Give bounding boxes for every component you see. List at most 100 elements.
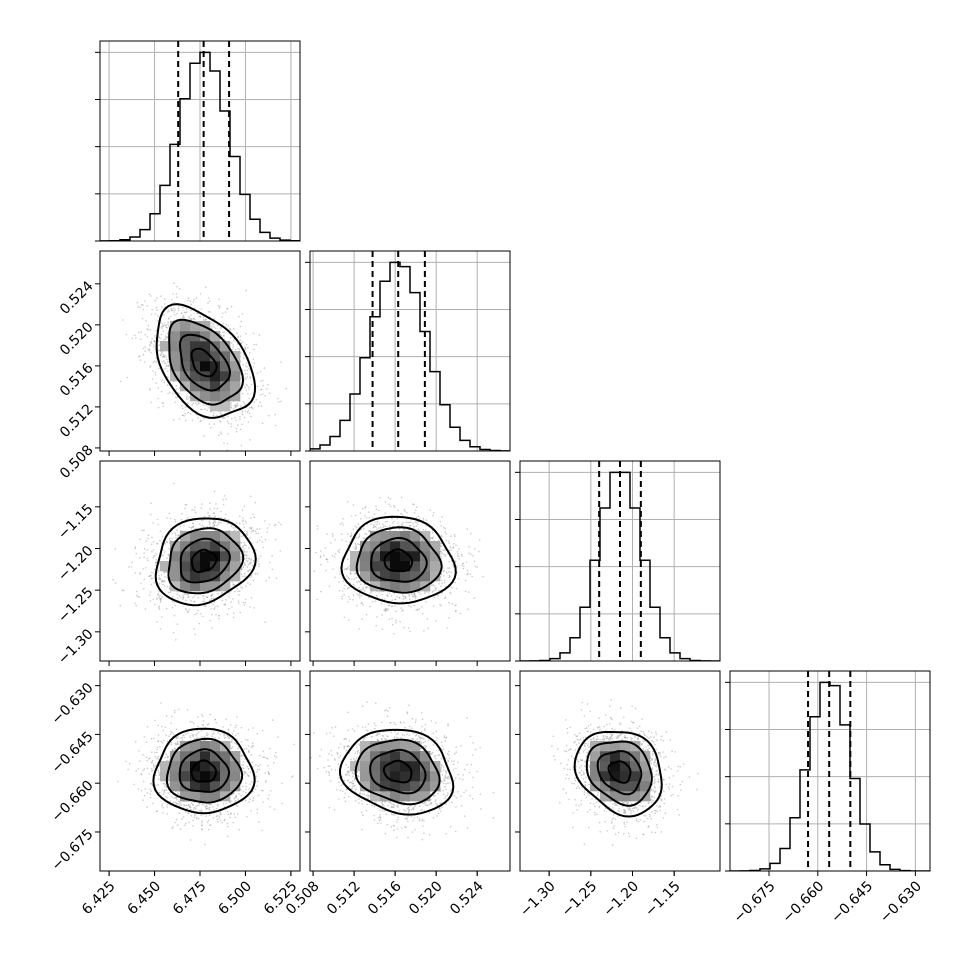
- scatter-point: [167, 360, 169, 363]
- scatter-point: [224, 604, 226, 606]
- scatter-point: [183, 524, 185, 527]
- scatter-point: [171, 538, 173, 540]
- contour-2-0-0: [190, 548, 218, 573]
- scatter-point: [260, 380, 262, 382]
- scatter-point: [245, 383, 248, 386]
- scatter-point: [397, 522, 399, 524]
- scatter-point: [143, 300, 146, 302]
- scatter-point: [244, 365, 247, 367]
- ytick-label-1-2: 0.516: [57, 360, 97, 400]
- scatter-point: [247, 393, 249, 395]
- scatter-point: [383, 609, 386, 612]
- scatter-point: [379, 526, 382, 529]
- scatter-point: [156, 309, 158, 312]
- scatter-point: [368, 596, 370, 599]
- scatter-point: [285, 387, 288, 390]
- scatter-point: [170, 307, 172, 310]
- density-cell: [170, 561, 181, 572]
- scatter-point: [147, 537, 149, 540]
- scatter-point: [452, 564, 454, 566]
- scatter-point: [196, 312, 198, 315]
- scatter-point: [243, 416, 246, 419]
- scatter-point: [431, 584, 433, 586]
- density-cell: [230, 531, 241, 542]
- scatter-point: [166, 541, 168, 543]
- scatter-point: [236, 332, 238, 335]
- scatter-point: [151, 338, 153, 340]
- scatter-point: [215, 613, 217, 616]
- scatter-point: [275, 577, 278, 579]
- scatter-point: [266, 531, 269, 533]
- scatter-point: [212, 412, 215, 414]
- scatter-point: [187, 517, 189, 519]
- scatter-point: [319, 590, 322, 593]
- scatter-point: [256, 528, 259, 530]
- scatter-point: [163, 368, 165, 370]
- scatter-point: [259, 401, 262, 404]
- scatter-point: [247, 346, 249, 349]
- scatter-point: [415, 595, 417, 598]
- scatter-point: [193, 595, 196, 597]
- scatter-point: [165, 326, 167, 329]
- scatter-point: [222, 498, 224, 501]
- scatter-point: [156, 297, 158, 299]
- scatter-point: [152, 549, 155, 551]
- scatter-point: [161, 361, 164, 363]
- scatter-point: [201, 503, 203, 505]
- scatter-point: [246, 369, 248, 372]
- scatter-point: [143, 578, 146, 580]
- scatter-point: [158, 344, 161, 346]
- scatter-point: [157, 340, 160, 342]
- scatter-point: [201, 519, 203, 522]
- scatter-point: [438, 539, 440, 542]
- density-cell: [170, 361, 181, 372]
- scatter-point: [343, 616, 346, 619]
- ytick-label-1-4: 0.524: [57, 278, 97, 318]
- scatter-point: [175, 293, 178, 295]
- scatter-point: [382, 526, 384, 528]
- scatter-point: [258, 565, 261, 568]
- scatter-point: [250, 574, 252, 577]
- scatter-point: [244, 598, 247, 601]
- scatter-point: [467, 591, 470, 593]
- scatter-point: [256, 385, 259, 388]
- density-cell: [210, 401, 221, 412]
- scatter-point: [361, 618, 364, 620]
- density-cell: [190, 321, 201, 332]
- scatter-point: [159, 578, 161, 580]
- scatter-point: [196, 612, 198, 615]
- scatter-point: [252, 513, 254, 516]
- scatter-point: [402, 598, 405, 600]
- scatter-point: [220, 592, 223, 594]
- scatter-point: [181, 512, 183, 515]
- scatter-point: [418, 608, 421, 610]
- scatter-point: [199, 293, 202, 295]
- scatter-point: [165, 367, 167, 370]
- scatter-point: [145, 319, 147, 322]
- scatter-point: [202, 600, 204, 603]
- scatter-point: [192, 522, 194, 525]
- scatter-point: [182, 598, 184, 600]
- scatter-point: [248, 397, 250, 400]
- scatter-point: [160, 326, 163, 328]
- scatter-point: [137, 595, 139, 598]
- scatter-point: [455, 587, 458, 590]
- scatter-point: [149, 343, 151, 346]
- scatter-point: [357, 523, 360, 525]
- scatter-point: [161, 323, 164, 325]
- scatter-point: [151, 536, 153, 539]
- scatter-point: [342, 580, 345, 582]
- scatter-point: [352, 594, 355, 596]
- scatter-point: [394, 605, 396, 607]
- density-cell: [180, 551, 191, 562]
- scatter-point: [249, 559, 252, 562]
- scatter-point: [152, 370, 154, 372]
- scatter-point: [224, 517, 226, 519]
- density-cell: [190, 361, 201, 372]
- scatter-point: [219, 419, 221, 422]
- scatter-point: [134, 334, 136, 337]
- scatter-point: [207, 512, 209, 514]
- scatter-point: [159, 601, 162, 603]
- density-cell: [220, 341, 231, 352]
- scatter-point: [238, 590, 241, 592]
